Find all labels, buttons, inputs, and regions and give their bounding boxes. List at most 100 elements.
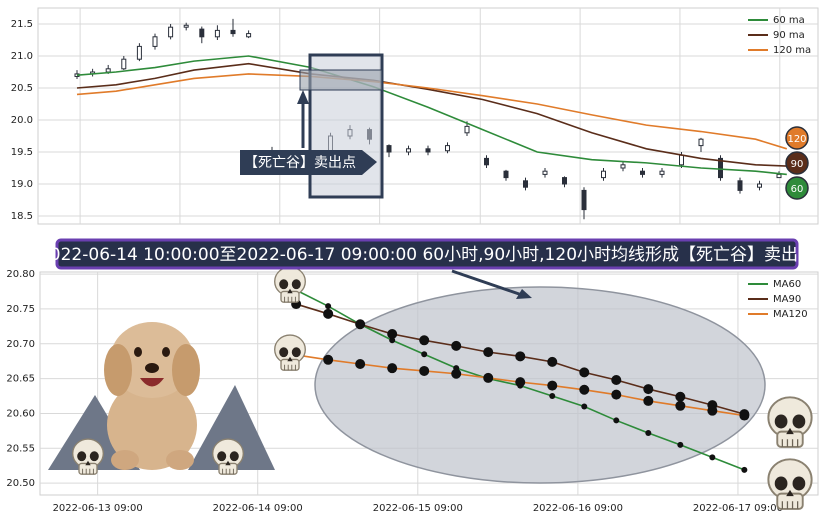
y-tick-label: 20.75 <box>6 304 35 315</box>
candle-body <box>523 180 528 188</box>
point <box>549 393 556 400</box>
annotation: 【死亡谷】卖出点 <box>244 155 356 171</box>
top-plot-area <box>37 7 819 225</box>
annotation-box <box>240 150 377 175</box>
point <box>483 372 494 383</box>
point <box>355 358 366 369</box>
point <box>579 367 590 378</box>
candle-body <box>484 157 489 166</box>
y-tick-label: 20.60 <box>6 408 35 419</box>
candle-body <box>406 148 411 153</box>
end-label-circle <box>785 151 809 175</box>
point <box>387 329 398 340</box>
point <box>675 391 686 402</box>
candle-body <box>425 148 431 153</box>
legend-label: 120 ma <box>773 45 811 56</box>
ma-line <box>76 62 787 167</box>
y-tick-label: 20.80 <box>6 269 35 280</box>
candle-body <box>230 29 236 35</box>
point <box>611 389 622 400</box>
candle-body <box>542 170 548 175</box>
y-tick-label: 21.0 <box>11 51 33 62</box>
dog <box>104 322 200 470</box>
overlay: 【死亡谷】卖出点 2022-06-14 10:00:00至2022-06-17 … <box>39 53 815 299</box>
candle-body <box>503 170 509 179</box>
point <box>611 375 622 386</box>
decoration <box>48 266 813 510</box>
point <box>419 335 430 346</box>
mountain <box>188 385 275 470</box>
point <box>387 363 398 374</box>
point <box>419 365 430 376</box>
candle-body <box>581 189 587 211</box>
banner-text: 2022-06-14 10:00:00至2022-06-17 09:00:00 … <box>39 245 815 265</box>
banner <box>55 238 799 270</box>
x-tick-label: 2022-06-14 09:00 <box>213 503 303 514</box>
candle-body <box>464 125 470 134</box>
point <box>515 351 526 362</box>
point <box>451 368 462 379</box>
ma-line <box>76 73 788 150</box>
legend-label: 60 ma <box>773 15 805 26</box>
y-tick-label: 20.55 <box>6 443 35 454</box>
candle-body <box>737 180 743 191</box>
candle-body <box>698 138 704 147</box>
point <box>547 380 558 391</box>
point <box>579 384 590 395</box>
candle-body <box>152 36 158 47</box>
y-tick-label: 19.0 <box>11 179 33 190</box>
legend-label: MA120 <box>773 309 808 320</box>
end-label: 90 <box>791 159 804 170</box>
point <box>389 337 396 344</box>
highlight-band <box>299 69 383 91</box>
point <box>643 395 654 406</box>
candle-body <box>601 170 606 179</box>
y-tick-label: 20.5 <box>11 83 33 94</box>
point <box>677 441 684 448</box>
point <box>645 429 652 436</box>
y-tick-label: 20.70 <box>6 339 35 350</box>
point <box>707 405 718 416</box>
candle-body <box>386 145 392 153</box>
candle-body <box>183 24 189 28</box>
point <box>581 403 588 410</box>
x-tick-label: 2022-06-16 09:00 <box>533 503 623 514</box>
legend-label: MA60 <box>773 279 801 290</box>
point <box>675 400 686 411</box>
candle-body <box>246 33 252 38</box>
candle-body <box>659 170 665 175</box>
point <box>323 308 334 319</box>
top-chart: 18.5 19.0 19.5 20.0 20.5 21.0 21.5 120 90 60 60 ma… <box>11 8 818 224</box>
y-tick-label: 20.50 <box>6 478 35 489</box>
y-tick-label: 20.65 <box>6 374 35 385</box>
candle-body <box>214 29 220 38</box>
point <box>421 351 428 358</box>
point <box>613 417 620 424</box>
arrow-head <box>297 90 309 104</box>
y-tick-label: 20.0 <box>11 115 33 126</box>
bottom-chart: 20.50 20.55 20.60 20.65 20.70 20.75 20.80 2022-… <box>6 269 818 514</box>
point <box>355 319 366 330</box>
skull <box>767 458 813 510</box>
point <box>739 410 750 421</box>
x-tick-label: 2022-06-13 09:00 <box>53 503 143 514</box>
end-label-circle <box>785 126 809 150</box>
candle-body <box>445 145 450 152</box>
point <box>515 377 526 388</box>
point <box>451 340 462 351</box>
point <box>643 384 654 395</box>
point <box>323 354 334 365</box>
candle-body <box>105 68 111 73</box>
candle-body <box>121 58 127 70</box>
point <box>547 356 558 367</box>
y-tick-label: 21.5 <box>11 19 33 30</box>
candle-body <box>620 164 626 169</box>
point <box>709 454 716 461</box>
candle-body <box>640 170 645 175</box>
candle-body <box>776 173 782 179</box>
x-tick-label: 2022-06-15 09:00 <box>373 503 463 514</box>
candle-body <box>718 157 723 179</box>
candle-body <box>136 45 142 60</box>
